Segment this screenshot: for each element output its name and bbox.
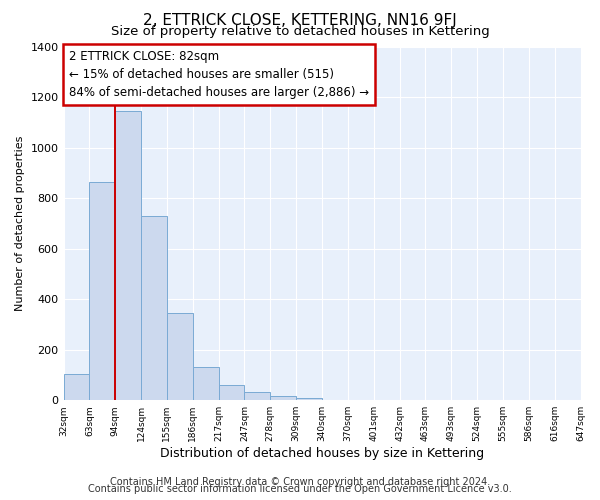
Bar <box>167 313 193 400</box>
Y-axis label: Number of detached properties: Number of detached properties <box>15 136 25 311</box>
Bar <box>89 182 115 400</box>
Text: Contains public sector information licensed under the Open Government Licence v3: Contains public sector information licen… <box>88 484 512 494</box>
Text: Contains HM Land Registry data © Crown copyright and database right 2024.: Contains HM Land Registry data © Crown c… <box>110 477 490 487</box>
Bar <box>218 384 244 400</box>
Bar <box>271 396 296 400</box>
Bar <box>193 368 218 400</box>
Bar <box>141 216 167 400</box>
Text: Size of property relative to detached houses in Kettering: Size of property relative to detached ho… <box>110 25 490 38</box>
Bar <box>244 392 271 400</box>
Bar <box>64 374 89 400</box>
Text: 2, ETTRICK CLOSE, KETTERING, NN16 9FJ: 2, ETTRICK CLOSE, KETTERING, NN16 9FJ <box>143 12 457 28</box>
Bar <box>296 398 322 400</box>
X-axis label: Distribution of detached houses by size in Kettering: Distribution of detached houses by size … <box>160 447 484 460</box>
Bar <box>115 111 141 400</box>
Text: 2 ETTRICK CLOSE: 82sqm
← 15% of detached houses are smaller (515)
84% of semi-de: 2 ETTRICK CLOSE: 82sqm ← 15% of detached… <box>69 50 369 99</box>
